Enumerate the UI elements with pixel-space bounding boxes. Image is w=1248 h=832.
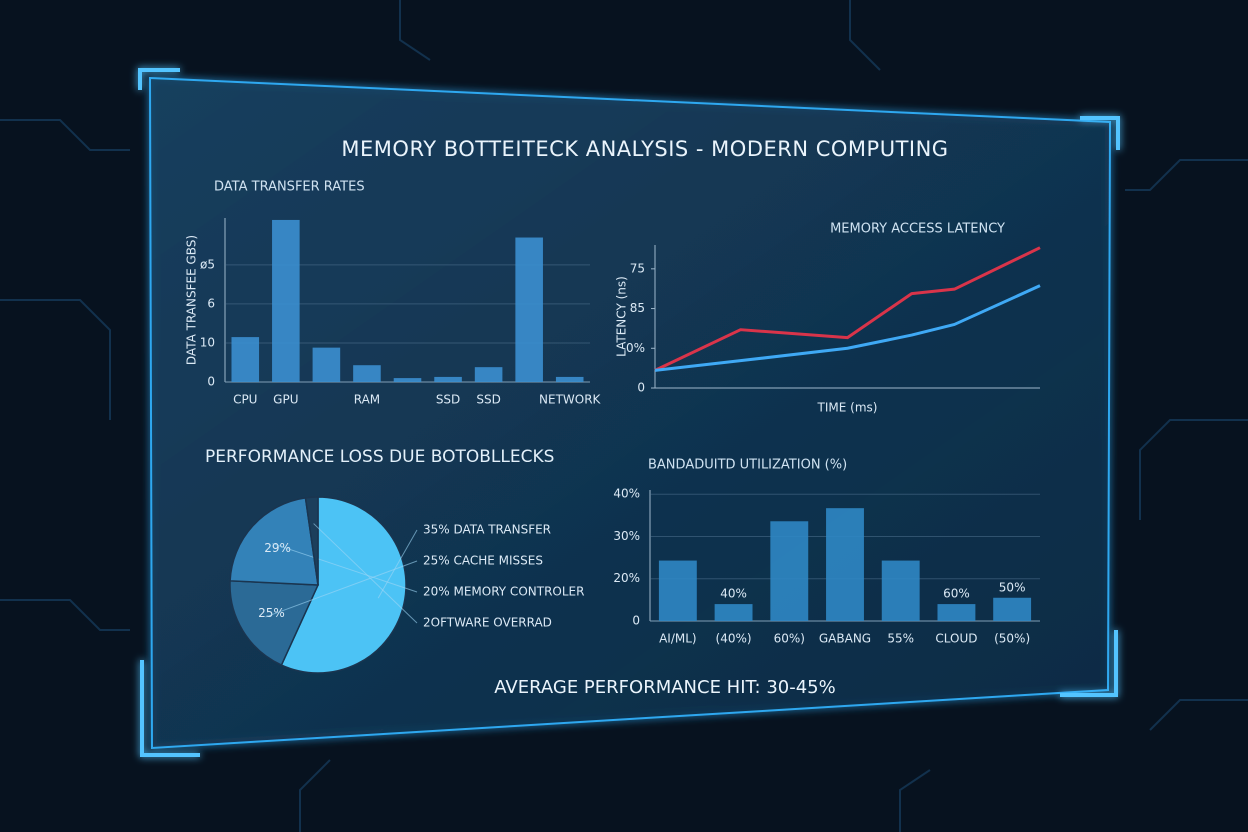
y-tick-label: 75 (630, 261, 645, 275)
bar (658, 560, 697, 621)
legend-label: 25% CACHE MISSES (423, 554, 543, 568)
y-tick-label: ø5 (200, 257, 215, 271)
bar (353, 365, 381, 382)
chart-title: PERFORMANCE LOSS DUE BOTOBLLECKS (205, 447, 554, 467)
bar (993, 597, 1032, 621)
line-series (654, 246, 1041, 372)
x-tick-label: 60%) (774, 632, 805, 646)
leader-line (313, 523, 418, 624)
slice-label: 29% (264, 541, 291, 555)
slice-label: 25% (258, 606, 285, 620)
x-tick-label: SSD (476, 393, 500, 407)
bar-note: 40% (720, 587, 747, 601)
y-tick-label: 30% (613, 529, 640, 543)
x-tick-label: (50%) (994, 632, 1030, 646)
legend-label: 20% MEMORY CONTROLER (423, 585, 584, 599)
panel-corners (138, 68, 1120, 757)
leader-line (265, 560, 418, 618)
line-series (654, 284, 1041, 372)
y-axis-label: LATENCY (ns) (615, 276, 629, 357)
pie-slice (280, 496, 407, 674)
y-tick-label: 85 (630, 301, 645, 315)
y-tick-label: 10 (200, 335, 215, 349)
bar (312, 347, 341, 382)
chart-title: MEMORY ACCESS LATENCY (830, 222, 1005, 237)
pie-slice (304, 496, 319, 586)
x-tick-label: (40%) (716, 632, 752, 646)
x-tick-label: CLOUD (935, 632, 977, 646)
y-axis-label: DATA TRANSFEE GBS) (185, 235, 199, 365)
bar (474, 367, 503, 382)
x-axis-label: TIME (ms) (817, 401, 878, 415)
chart-title: BANDADUITD UTILIZATION (%) (648, 458, 847, 473)
x-tick-label: AI/ML) (659, 632, 697, 646)
bar (770, 521, 809, 621)
y-tick-label: 20% (613, 571, 640, 585)
x-tick-label: GPU (273, 393, 298, 407)
y-tick-label: 40% (613, 487, 640, 501)
bar (555, 376, 584, 382)
bar (515, 237, 543, 382)
chart-title: DATA TRANSFER RATES (214, 180, 365, 195)
bar (393, 378, 422, 382)
pie-slice (229, 497, 319, 586)
legend-label: 35% DATA TRANSFER (423, 523, 551, 537)
y-tick-label: 0 (207, 375, 215, 389)
bar (434, 376, 462, 382)
x-tick-label: 55% (887, 632, 914, 646)
bar (937, 604, 976, 621)
x-tick-label: SSD (436, 393, 460, 407)
x-tick-label: CPU (233, 393, 257, 407)
leader-line (377, 529, 418, 599)
y-tick-label: 6 (207, 296, 215, 310)
x-tick-label: NETWORK (539, 393, 602, 407)
pie-slice (229, 580, 320, 667)
bar (881, 560, 920, 621)
legend-label: 2OFTWARE OVERRAD (423, 616, 552, 630)
y-tick-label: 0 (632, 614, 640, 628)
y-tick-label: 0 (637, 381, 645, 395)
x-tick-label: RAM (354, 393, 380, 407)
bar-note: 50% (999, 580, 1026, 594)
bar-note: 60% (943, 587, 970, 601)
bar (826, 508, 864, 621)
leader-line (272, 543, 418, 593)
y-tick-label: 0% (626, 341, 645, 355)
bar (714, 604, 753, 621)
x-tick-label: GABANG (819, 632, 871, 646)
page-title: MEMORY BOTTEITECK ANALYSIS - MODERN COMP… (341, 137, 948, 161)
footer: AVERAGE PERFORMANCE HIT: 30-45% (494, 677, 835, 698)
bar (272, 219, 300, 382)
bar (231, 337, 260, 382)
